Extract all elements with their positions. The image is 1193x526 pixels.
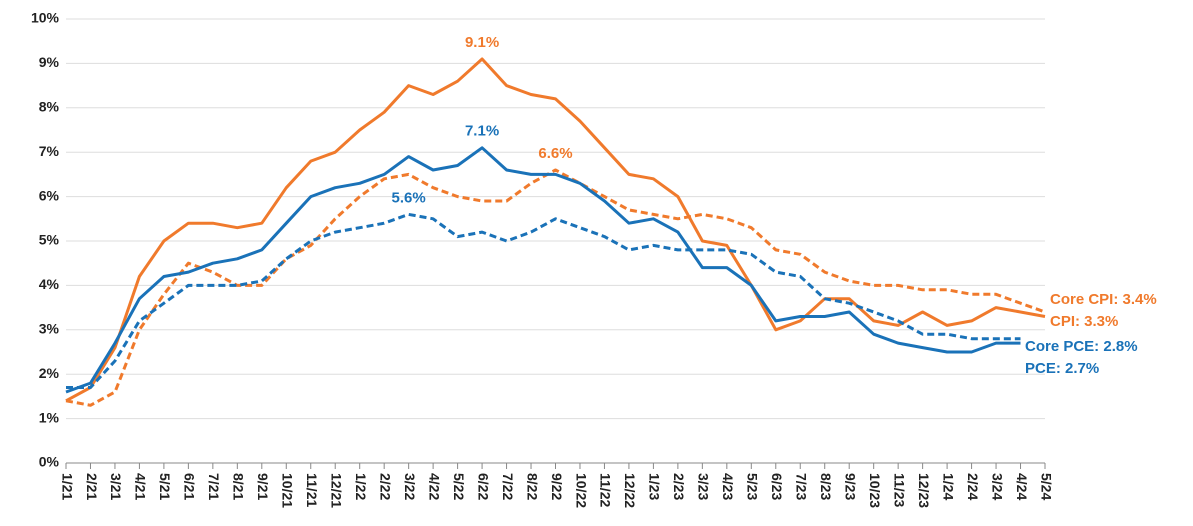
x-tick-label: 4/24 bbox=[1014, 473, 1030, 500]
x-tick-label: 2/21 bbox=[84, 473, 100, 500]
x-tick-label: 5/21 bbox=[157, 473, 173, 500]
x-tick-label: 8/23 bbox=[818, 473, 834, 500]
series-label: Core CPI: 3.4% bbox=[1050, 291, 1157, 308]
series-line bbox=[65, 168, 1046, 407]
x-tick-label: 12/23 bbox=[916, 473, 932, 508]
peak-label: 7.1% bbox=[465, 123, 499, 140]
y-tick-label: 4% bbox=[39, 276, 60, 292]
series-line bbox=[65, 146, 1021, 394]
y-tick-label: 2% bbox=[39, 365, 60, 381]
x-tick-label: 3/23 bbox=[696, 473, 712, 500]
x-tick-label: 3/22 bbox=[402, 473, 418, 500]
x-tick-label: 1/24 bbox=[940, 473, 956, 500]
y-tick-label: 1% bbox=[39, 409, 60, 425]
peak-label: 9.1% bbox=[465, 34, 499, 51]
x-tick-label: 4/23 bbox=[720, 473, 736, 500]
series-line bbox=[66, 212, 1021, 389]
x-tick-label: 6/22 bbox=[475, 473, 491, 500]
x-tick-label: 12/21 bbox=[329, 473, 345, 508]
series-label: CPI: 3.3% bbox=[1050, 313, 1118, 330]
x-tick-label: 5/24 bbox=[1038, 473, 1054, 500]
x-tick-label: 1/21 bbox=[59, 473, 75, 500]
x-tick-label: 8/21 bbox=[231, 473, 247, 500]
x-tick-label: 4/21 bbox=[133, 473, 149, 500]
x-tick-label: 2/23 bbox=[671, 473, 687, 500]
y-tick-label: 9% bbox=[39, 54, 60, 70]
series-line bbox=[65, 57, 1046, 403]
x-tick-label: 2/24 bbox=[965, 473, 981, 500]
y-tick-label: 0% bbox=[39, 454, 60, 470]
x-tick-label: 1/23 bbox=[647, 473, 663, 500]
x-tick-label: 10/23 bbox=[867, 473, 883, 508]
x-tick-label: 6/23 bbox=[769, 473, 785, 500]
x-tick-label: 7/22 bbox=[500, 473, 516, 500]
x-tick-label: 7/23 bbox=[794, 473, 810, 500]
y-tick-label: 7% bbox=[39, 143, 60, 159]
x-tick-label: 9/22 bbox=[549, 473, 565, 500]
x-tick-label: 11/23 bbox=[891, 473, 907, 507]
x-tick-label: 11/21 bbox=[304, 473, 320, 507]
x-tick-label: 4/22 bbox=[426, 473, 442, 500]
x-tick-label: 5/23 bbox=[745, 473, 761, 500]
y-tick-label: 8% bbox=[39, 99, 60, 115]
x-tick-label: 3/21 bbox=[108, 473, 124, 500]
y-tick-label: 3% bbox=[39, 321, 60, 337]
peak-label: 5.6% bbox=[392, 189, 426, 206]
series-label: PCE: 2.7% bbox=[1025, 360, 1099, 377]
x-tick-label: 12/22 bbox=[622, 473, 638, 508]
y-tick-label: 10% bbox=[31, 10, 60, 26]
peak-label: 6.6% bbox=[538, 145, 572, 162]
x-tick-label: 9/23 bbox=[842, 473, 858, 500]
x-tick-label: 8/22 bbox=[524, 473, 540, 500]
x-tick-label: 7/21 bbox=[206, 473, 222, 500]
x-tick-label: 2/22 bbox=[377, 473, 393, 500]
x-tick-label: 10/21 bbox=[280, 473, 296, 508]
x-tick-label: 3/24 bbox=[989, 473, 1005, 500]
x-tick-label: 5/22 bbox=[451, 473, 467, 500]
x-tick-label: 9/21 bbox=[255, 473, 271, 500]
x-tick-label: 6/21 bbox=[182, 473, 198, 500]
y-tick-label: 6% bbox=[39, 187, 60, 203]
x-tick-label: 11/22 bbox=[598, 473, 614, 507]
x-tick-label: 10/22 bbox=[573, 473, 589, 508]
series-label: Core PCE: 2.8% bbox=[1025, 338, 1138, 355]
x-tick-label: 1/22 bbox=[353, 473, 369, 500]
y-tick-label: 5% bbox=[39, 232, 60, 248]
